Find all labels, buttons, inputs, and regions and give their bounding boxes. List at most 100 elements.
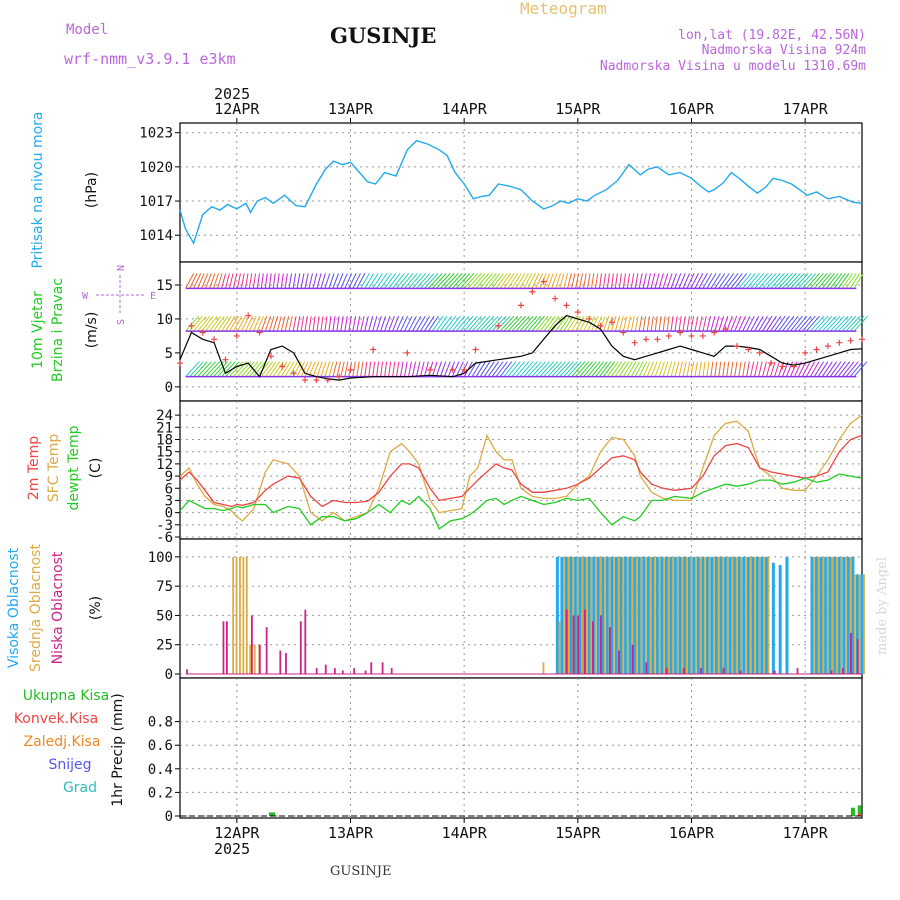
y-tick-label: 15: [156, 278, 173, 294]
wind-barb: [284, 273, 288, 289]
wind-barb: [770, 315, 782, 332]
sfc-temp-axis-title: SFC Temp: [46, 434, 62, 503]
wind-speed-line: [179, 314, 863, 381]
y-tick-label: 12: [156, 457, 173, 473]
cloud-bars-0: [555, 556, 864, 674]
wind-barb: [507, 361, 521, 378]
wind-barb: [583, 273, 587, 289]
wind-barb: [559, 273, 565, 289]
wind-barb: [746, 361, 750, 377]
wind-barb: [276, 316, 282, 332]
wind-barb: [491, 273, 504, 289]
wind-barb: [670, 273, 677, 289]
wind-barb: [415, 315, 426, 332]
wind-barb: [762, 315, 773, 332]
wind-barb: [718, 316, 725, 332]
wind-barb: [340, 273, 348, 289]
wind-barb: [809, 273, 824, 289]
compass-s: S: [116, 319, 127, 325]
wind-barb: [595, 316, 603, 332]
footer-station: GUSINJE: [330, 864, 391, 879]
wind-barb: [483, 361, 495, 377]
wind-barb: [575, 361, 590, 378]
wind-barb: [471, 361, 482, 377]
wind-barb: [515, 361, 530, 378]
wind-barb: [587, 273, 591, 289]
wind-barb: [698, 316, 703, 332]
wind-barb: [674, 316, 678, 332]
wind-barb: [674, 361, 680, 377]
wind-barb: [280, 273, 284, 289]
wind-barb: [443, 361, 451, 377]
wind-barb: [678, 273, 686, 289]
wind-barb: [610, 273, 614, 289]
wind-barb: [535, 361, 550, 378]
wind-barb: [829, 315, 845, 332]
wind-barb: [654, 361, 662, 377]
wind-barb: [228, 273, 234, 289]
gust-marker: [324, 377, 331, 384]
wind-barb: [730, 316, 738, 332]
wind-barb: [288, 361, 299, 377]
wind-barb: [232, 315, 243, 332]
wind-barb: [364, 361, 368, 377]
wind-barb: [598, 273, 602, 289]
wind-barb: [439, 361, 447, 377]
year-top: 2025: [214, 85, 250, 103]
temp-2m-axis-title: 2m Temp: [26, 436, 42, 500]
gust-marker: [802, 349, 809, 356]
wind-barb: [451, 361, 460, 377]
wind-barb: [503, 315, 519, 332]
wind-barb: [742, 315, 751, 332]
precip-legend-3: Snijeg: [48, 757, 91, 773]
wind-barb: [602, 316, 610, 332]
y-tick-label: 50: [156, 608, 173, 624]
wind-barb: [416, 273, 431, 289]
wind-barb: [479, 315, 495, 332]
wind-barb: [221, 315, 232, 332]
compass-cross: [96, 275, 144, 315]
wind-barb: [435, 361, 442, 377]
wind-barb: [519, 361, 534, 378]
wind-barb: [225, 315, 236, 332]
y-tick-label: 1020: [139, 160, 173, 176]
wind-barb: [527, 361, 542, 378]
wind-barb: [245, 361, 259, 378]
wind-barb: [797, 273, 813, 289]
wind-barb: [487, 315, 503, 332]
wind-barb: [400, 273, 414, 289]
wind-barb: [591, 361, 605, 378]
wind-barb: [595, 273, 599, 289]
wind-barb: [710, 273, 721, 289]
wind-barb: [193, 315, 207, 332]
wind-barb: [308, 316, 312, 332]
wind-barb: [805, 273, 820, 289]
wind-barb: [658, 361, 665, 377]
wind-barb: [543, 361, 559, 378]
wind-barb: [511, 315, 526, 332]
temp-2m-line: [179, 434, 863, 508]
wind-barb: [774, 273, 789, 289]
wind-barb: [750, 361, 755, 377]
gust-marker: [495, 322, 502, 329]
wind-barb: [324, 316, 328, 332]
wind-barb: [324, 361, 331, 377]
wind-barb: [523, 315, 538, 332]
wind-barb: [555, 361, 570, 378]
precip-bars-1: [857, 813, 862, 816]
wind-barb: [340, 316, 344, 332]
wind-barb: [614, 361, 626, 377]
wind-barb: [551, 273, 558, 289]
wind-barb: [404, 361, 408, 377]
model-elevation-text: Nadmorska Visina u modelu 1310.69m: [600, 59, 866, 74]
wind-barb: [376, 273, 388, 289]
y-tick-label: 10: [156, 312, 173, 328]
wind-barb: [264, 316, 271, 332]
wind-barb: [674, 273, 682, 289]
wind-barb: [467, 273, 482, 289]
precip-bar: [857, 813, 862, 816]
wind-barb: [328, 316, 332, 332]
wind-barb: [567, 361, 582, 378]
